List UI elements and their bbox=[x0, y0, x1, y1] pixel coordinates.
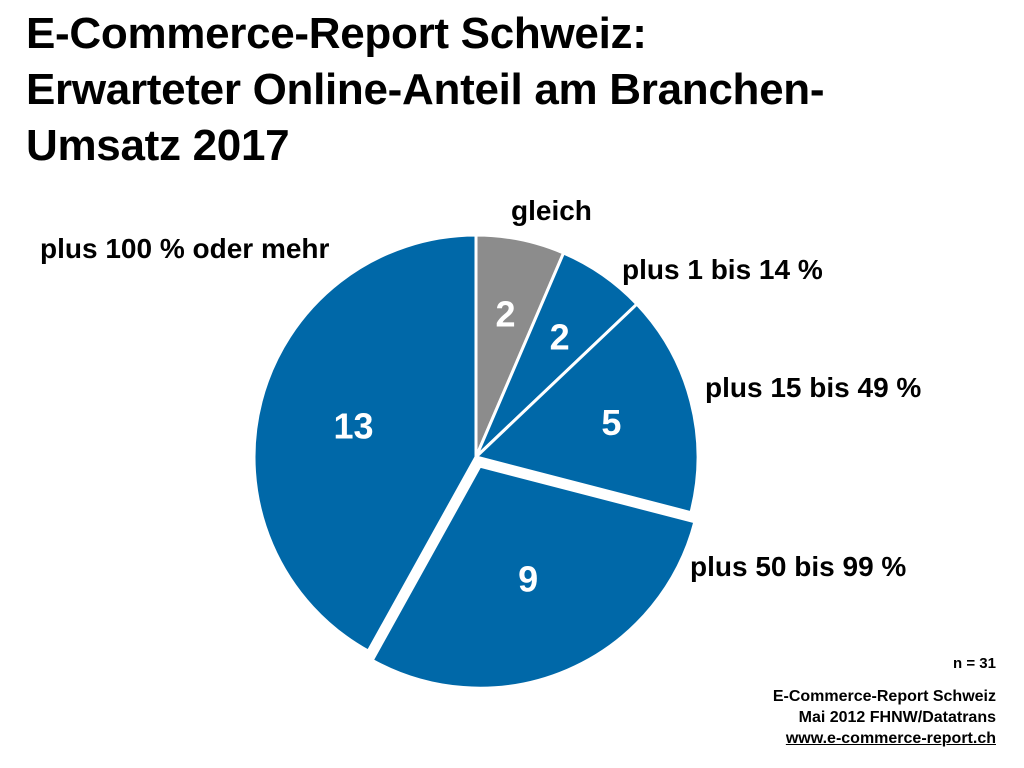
slice-label-plus-50-bis-99-pct: plus 50 bis 99 % bbox=[690, 551, 906, 582]
slice-label-gleich: gleich bbox=[511, 195, 592, 226]
slice-label-plus-100-pct-oder-mehr: plus 100 % oder mehr bbox=[40, 233, 330, 264]
slice-value-gleich: 2 bbox=[495, 293, 515, 334]
slice-label-plus-1-bis-14-pct: plus 1 bis 14 % bbox=[622, 254, 823, 285]
source-note: E-Commerce-Report Schweiz Mai 2012 FHNW/… bbox=[773, 686, 996, 749]
chart-title: E-Commerce-Report Schweiz: Erwarteter On… bbox=[26, 6, 1006, 174]
source-line-1: E-Commerce-Report Schweiz bbox=[772, 688, 996, 705]
slice-value-plus-15-bis-49-pct: 5 bbox=[601, 402, 621, 443]
slice-label-plus-15-bis-49-pct: plus 15 bis 49 % bbox=[705, 372, 921, 403]
chart-title-line-1: E-Commerce-Report Schweiz: bbox=[26, 9, 647, 58]
chart-title-line-2: Erwarteter Online-Anteil am Branchen- bbox=[26, 65, 825, 114]
source-link[interactable]: www.e-commerce-report.ch bbox=[785, 730, 996, 747]
source-line-2: Mai 2012 FHNW/Datatrans bbox=[798, 709, 996, 726]
chart-title-line-3: Umsatz 2017 bbox=[26, 121, 290, 170]
pie-slice-plus-15-bis-49-pct bbox=[474, 302, 700, 515]
pie-slice-plus-50-bis-99-pct bbox=[370, 464, 697, 690]
pie-slice-plus-100-pct-oder-mehr bbox=[252, 233, 478, 653]
slice-value-plus-1-bis-14-pct: 2 bbox=[550, 317, 570, 358]
slice-value-plus-50-bis-99-pct: 9 bbox=[518, 558, 538, 599]
slice-value-plus-100-pct-oder-mehr: 13 bbox=[333, 405, 373, 446]
sample-size: n = 31 bbox=[953, 655, 996, 672]
